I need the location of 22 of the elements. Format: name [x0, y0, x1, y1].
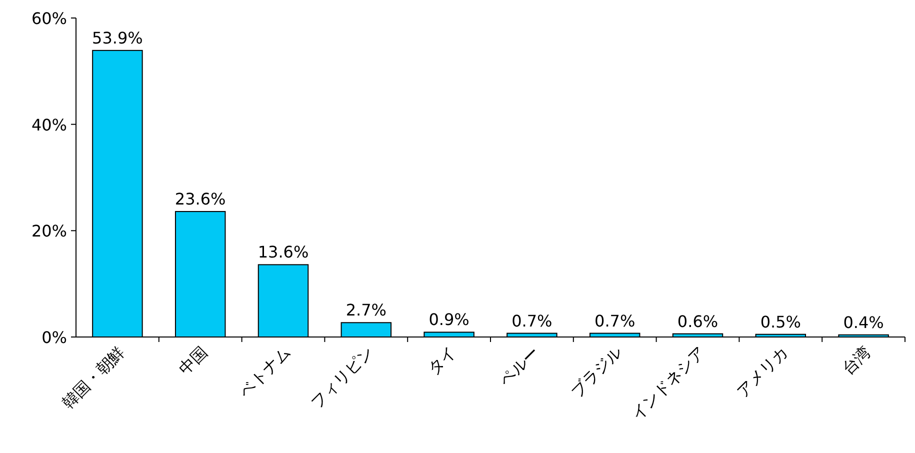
data-label: 0.5%	[760, 312, 801, 332]
data-label: 53.9%	[92, 28, 143, 48]
x-tick-label: ペルー	[495, 342, 543, 390]
x-tick-label: 中国	[175, 342, 212, 378]
x-tick-label: アメリカ	[732, 342, 792, 402]
data-label: 0.9%	[428, 310, 470, 330]
y-tick-label: 60%	[31, 9, 67, 28]
x-tick-label: フィリピン	[306, 342, 377, 412]
data-label: 0.7%	[594, 311, 636, 330]
data-label: 2.7%	[346, 300, 386, 320]
data-label: 0.4%	[843, 312, 884, 332]
data-label: 0.7%	[512, 311, 552, 330]
data-label: 23.6%	[174, 190, 226, 209]
x-tick-label: タイ	[424, 342, 460, 378]
data-label: 0.6%	[677, 312, 718, 331]
x-tick-label: 台湾	[838, 342, 874, 378]
x-tick-label: ベトナム	[235, 342, 294, 402]
data-label: 13.6%	[258, 242, 309, 262]
y-tick-label: 40%	[31, 115, 67, 134]
x-tick-label: インドネシア	[627, 342, 709, 424]
x-tick-label: ブラジル	[566, 342, 626, 402]
y-tick-label: 20%	[31, 222, 67, 241]
